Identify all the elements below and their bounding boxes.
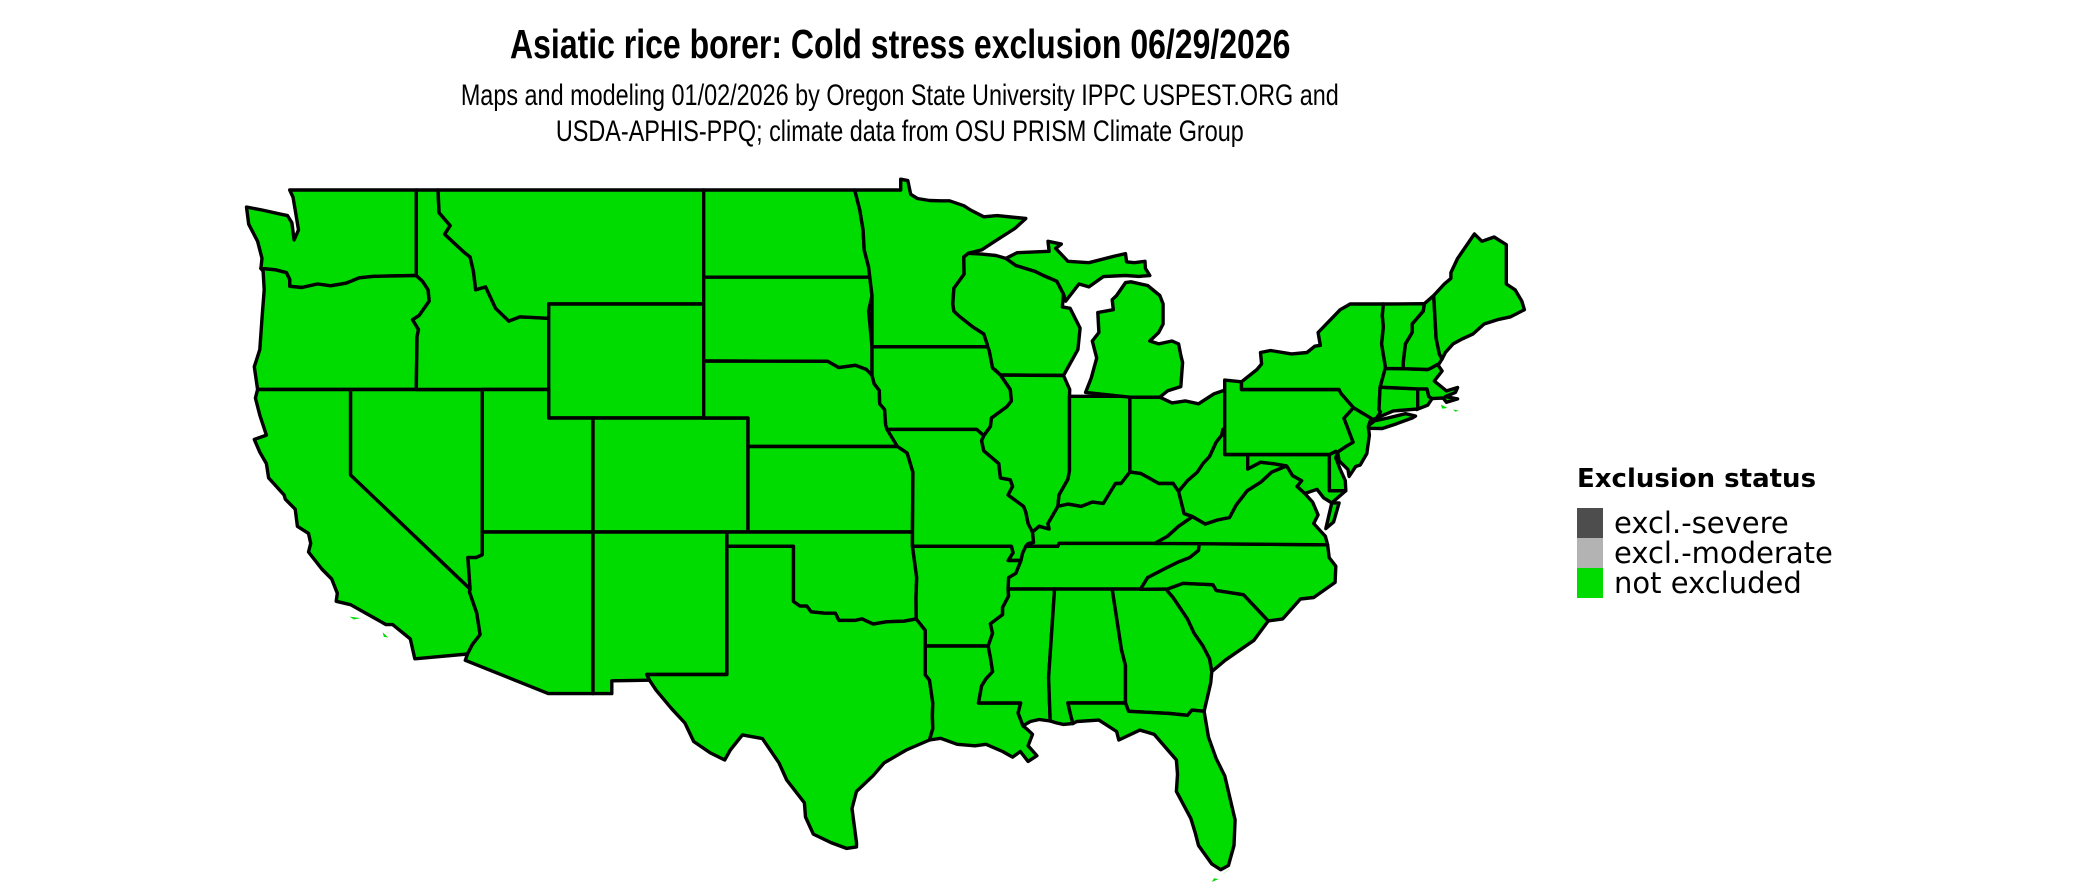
island [349,616,361,620]
legend-item-not-excluded: not excluded [1577,568,1833,598]
state-wyoming [547,302,706,420]
state-maine [1432,232,1527,361]
severe-swatch [1577,508,1603,538]
state-pennsylvania [1223,378,1356,457]
state-long-island [1366,412,1418,431]
severe-label: excl.-severe [1614,506,1789,540]
state-arizona [463,530,595,696]
legend-item-severe: excl.-severe [1577,508,1833,538]
state-north-dakota [702,188,872,279]
not-excluded-swatch [1577,568,1603,598]
map-title: Asiatic rice borer: Cold stress exclusio… [509,21,1291,67]
not-excluded-label: not excluded [1614,566,1802,600]
state-wisconsin [951,251,1082,378]
island [1211,878,1219,882]
map-header: Asiatic rice borer: Cold stress exclusio… [0,22,1800,150]
map-subtitle-line1: Maps and modeling 01/02/2026 by Oregon S… [461,79,1339,112]
island [382,632,389,638]
state-michigan-lower [1083,280,1185,399]
state-kansas [746,444,915,534]
moderate-swatch [1577,538,1603,568]
map-subtitle: Maps and modeling 01/02/2026 by Oregon S… [461,78,1339,150]
state-colorado [591,416,750,534]
island [1453,409,1459,412]
state-oregon [252,266,431,392]
state-mississippi [976,587,1057,728]
legend-title: Exclusion status [1577,464,1817,494]
state-virginia-eastern-shore [1324,501,1341,531]
state-new-mexico [591,530,729,696]
island [1441,404,1448,409]
state-texas [645,544,935,851]
state-florida [1066,701,1237,872]
legend-item-moderate: excl.-moderate [1577,538,1833,568]
state-michigan-upper [1004,239,1152,303]
moderate-label: excl.-moderate [1614,536,1833,570]
island [1221,868,1230,876]
legend: Exclusion status excl.-severe excl.-mode… [1577,464,1833,598]
state-north-carolina [1138,542,1338,623]
map-subtitle-line2: USDA-APHIS-PPQ; climate data from OSU PR… [556,115,1244,148]
